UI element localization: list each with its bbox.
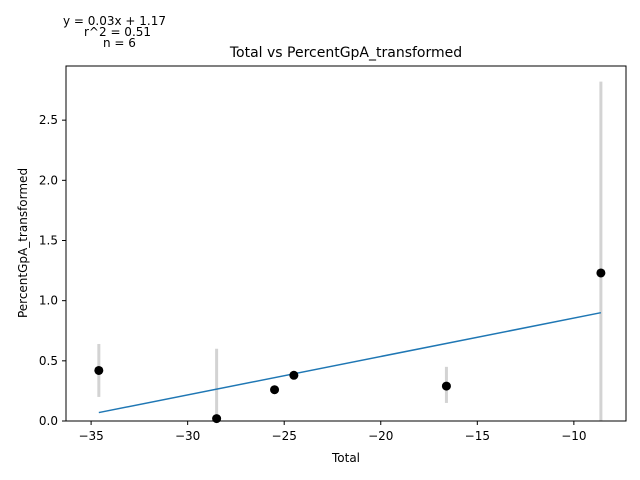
y-tick-label: 0.5 — [39, 354, 58, 368]
x-tick-label: −10 — [561, 429, 586, 443]
y-tick-label: 0.0 — [39, 414, 58, 428]
data-point-0 — [94, 365, 104, 375]
data-point-2 — [270, 385, 280, 395]
data-point-3 — [289, 370, 299, 380]
r-squared-annotation: r^2 = 0.51 — [84, 25, 151, 39]
error-bars — [97, 81, 603, 421]
x-tick-label: −15 — [465, 429, 490, 443]
x-tick-label: −35 — [78, 429, 103, 443]
chart-title: Total vs PercentGpA_transformed — [229, 45, 462, 61]
data-points — [94, 268, 606, 424]
data-point-1 — [212, 414, 222, 424]
y-axis-ticks: 0.0 0.5 1.0 1.5 2.0 2.5 — [39, 113, 66, 428]
y-tick-label: 1.0 — [39, 294, 58, 308]
x-tick-label: −30 — [175, 429, 200, 443]
x-axis-ticks: −35 −30 −25 −20 −15 −10 — [78, 421, 587, 443]
data-point-5 — [596, 268, 606, 278]
plot-frame — [65, 65, 627, 422]
x-tick-label: −20 — [368, 429, 393, 443]
x-tick-label: −25 — [272, 429, 297, 443]
fit-line — [98, 311, 602, 414]
equation-annotation: y = 0.03x + 1.17 — [63, 14, 166, 28]
y-tick-label: 2.0 — [39, 173, 58, 187]
y-tick-label: 2.5 — [39, 113, 58, 127]
y-tick-label: 1.5 — [39, 233, 58, 247]
fit-line-group — [98, 311, 602, 414]
x-axis-label: Total — [331, 451, 360, 465]
data-point-4 — [441, 381, 451, 391]
n-annotation: n = 6 — [103, 36, 136, 50]
y-axis-label: PercentGpA_transformed — [16, 168, 30, 318]
